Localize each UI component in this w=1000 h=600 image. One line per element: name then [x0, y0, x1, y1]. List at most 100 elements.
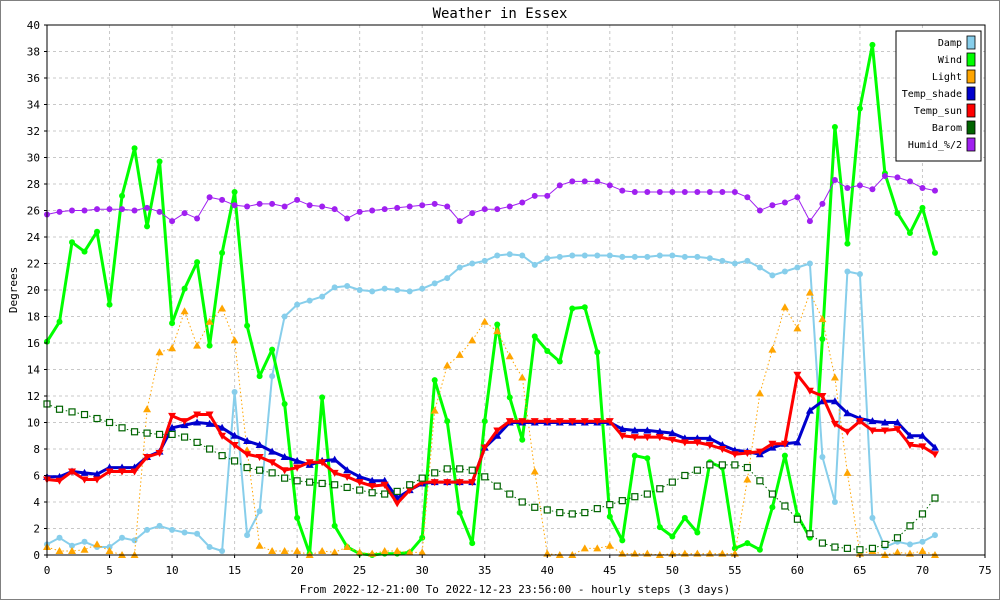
- data-point: [255, 453, 264, 461]
- data-point: [744, 540, 751, 547]
- data-point: [681, 253, 688, 260]
- data-point: [105, 468, 114, 476]
- data-point: [343, 483, 351, 492]
- data-point: [369, 207, 376, 214]
- data-point: [280, 547, 289, 555]
- data-point: [269, 346, 276, 353]
- data-point: [394, 204, 401, 211]
- data-point: [481, 206, 488, 213]
- data-point: [143, 405, 152, 413]
- data-point: [918, 443, 927, 451]
- data-point: [406, 203, 413, 210]
- data-point: [706, 188, 713, 195]
- data-point: [194, 215, 201, 222]
- data-point: [255, 441, 264, 449]
- legend-label: Damp: [938, 38, 962, 49]
- data-point: [455, 479, 464, 487]
- data-point: [919, 204, 926, 211]
- data-point: [368, 489, 376, 497]
- y-axis-label: Degrees: [7, 267, 20, 313]
- data-point: [180, 307, 189, 315]
- data-point: [819, 453, 826, 460]
- y-tick-label: 14: [27, 364, 41, 377]
- data-point: [444, 275, 451, 282]
- data-point: [731, 260, 738, 267]
- data-point: [293, 456, 302, 464]
- data-point: [244, 322, 251, 329]
- data-point: [231, 457, 239, 465]
- data-point: [430, 479, 439, 487]
- data-point: [618, 432, 627, 440]
- data-point: [568, 418, 577, 426]
- data-point: [231, 188, 238, 195]
- data-point: [769, 272, 776, 279]
- data-point: [830, 373, 839, 381]
- data-point: [593, 544, 602, 552]
- data-point: [469, 540, 476, 547]
- data-point: [844, 240, 851, 247]
- data-point: [931, 532, 938, 539]
- data-point: [655, 434, 664, 442]
- data-point: [469, 260, 476, 267]
- data-point: [856, 546, 864, 554]
- data-point: [793, 515, 802, 523]
- data-point: [744, 194, 751, 201]
- data-point: [368, 476, 377, 484]
- data-point: [419, 285, 426, 292]
- data-point: [81, 248, 88, 255]
- data-point: [69, 207, 76, 214]
- data-point: [344, 283, 351, 290]
- data-point: [169, 320, 176, 327]
- series-group: [44, 173, 938, 225]
- data-point: [555, 418, 564, 426]
- data-point: [919, 538, 926, 545]
- data-point: [205, 317, 214, 325]
- data-point: [631, 188, 638, 195]
- data-point: [719, 188, 726, 195]
- data-point: [205, 419, 214, 427]
- data-point: [219, 196, 226, 203]
- data-point: [843, 409, 852, 417]
- data-point: [619, 537, 626, 544]
- data-point: [119, 534, 126, 541]
- data-point: [544, 192, 551, 199]
- data-point: [506, 251, 513, 258]
- data-point: [856, 105, 863, 112]
- data-point: [318, 459, 327, 467]
- data-point: [781, 268, 788, 275]
- data-point: [631, 253, 638, 260]
- data-point: [369, 288, 376, 295]
- data-point: [293, 464, 302, 472]
- data-point: [180, 418, 189, 426]
- data-point: [544, 255, 551, 262]
- data-point: [180, 433, 189, 441]
- data-point: [331, 522, 338, 529]
- y-tick-label: 20: [27, 284, 40, 297]
- data-point: [480, 444, 489, 452]
- data-point: [119, 206, 126, 213]
- series-group: [43, 400, 939, 554]
- data-point: [55, 547, 64, 555]
- data-point: [381, 285, 388, 292]
- data-point: [594, 178, 601, 185]
- data-point: [705, 442, 714, 450]
- data-point: [656, 524, 663, 531]
- data-point: [343, 466, 352, 474]
- legend-swatch: [966, 86, 976, 101]
- data-point: [643, 490, 651, 498]
- data-point: [168, 344, 177, 352]
- data-point: [405, 548, 414, 556]
- data-point: [493, 431, 502, 439]
- y-tick-label: 26: [27, 205, 40, 218]
- data-point: [530, 418, 539, 426]
- x-axis-ticks: 0 5 10 15 20 25 30 35 40 45 50 55 60 65 70 75: [44, 555, 992, 577]
- data-point: [105, 418, 114, 427]
- data-point: [143, 453, 152, 461]
- data-point: [656, 485, 664, 493]
- data-point: [80, 476, 89, 484]
- data-point: [768, 490, 776, 498]
- data-point: [218, 423, 227, 431]
- y-tick-label: 0: [33, 549, 40, 562]
- data-point: [206, 194, 213, 201]
- data-point: [531, 503, 539, 511]
